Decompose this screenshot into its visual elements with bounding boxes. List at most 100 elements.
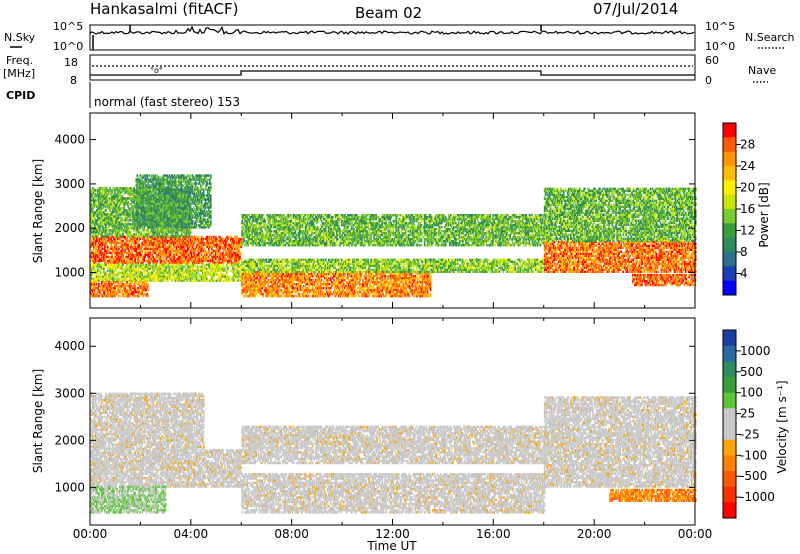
scatter-cell-0 <box>171 239 174 243</box>
scatter-cell-1 <box>100 265 102 268</box>
scatter-cell-0 <box>215 255 217 259</box>
scatter-cell-0 <box>202 255 205 259</box>
scatter-cell-0 <box>190 257 193 261</box>
scatter-cell-0 <box>203 249 206 253</box>
scatter-cell-1 <box>184 263 187 266</box>
scatter-cell-0 <box>232 239 234 243</box>
scatter-cell-0 <box>115 235 117 239</box>
scatter-cell-1 <box>184 277 187 280</box>
scatter-cell-0 <box>178 239 181 243</box>
scatter-cell-0 <box>194 253 197 257</box>
scatter-cell-0 <box>148 241 151 245</box>
scatter-cell-0 <box>93 251 95 255</box>
scatter-cell-1 <box>143 267 145 270</box>
scatter-cell-0 <box>160 251 163 255</box>
scatter-cell-1 <box>180 279 183 282</box>
scatter-cell-0 <box>162 259 165 263</box>
scatter-cell-0 <box>128 235 130 239</box>
scatter-cell-1 <box>170 275 173 278</box>
scatter-cell-1 <box>106 263 108 266</box>
scatter-cell-0 <box>218 255 220 259</box>
scatter-cell-0 <box>102 237 104 241</box>
freq-label-line2: [MHz] <box>3 67 35 80</box>
scatter-cell-0 <box>98 249 100 253</box>
scatter-cell-0 <box>137 243 139 247</box>
scatter-cell-1 <box>192 269 195 272</box>
scatter-cell-0 <box>184 255 187 259</box>
scatter-cell-0 <box>216 237 218 241</box>
scatter-cell-0 <box>231 241 233 245</box>
scatter-cell-1 <box>149 279 152 282</box>
scatter-cell-0 <box>222 261 224 265</box>
scatter-cell-0 <box>192 259 195 263</box>
scatter-cell-1 <box>201 273 204 276</box>
scatter-cell-0 <box>133 249 135 253</box>
scatter-cell-0 <box>178 255 181 259</box>
scatter-cell-1 <box>137 269 139 272</box>
scatter-cell-0 <box>200 245 203 249</box>
scatter-cell-0 <box>114 257 116 261</box>
scatter-cell-1 <box>189 263 192 266</box>
scatter-cell-1 <box>137 273 139 276</box>
scatter-cell-0 <box>172 241 175 245</box>
scatter-cell-0 <box>194 259 197 263</box>
scatter-cell-0 <box>114 259 116 263</box>
scatter-cell-0 <box>192 245 195 249</box>
scatter-cell-0 <box>97 235 99 239</box>
scatter-cell-0 <box>211 247 213 251</box>
scatter-cell-0 <box>212 259 214 263</box>
scatter-cell-0 <box>141 259 143 263</box>
scatter-cell-1 <box>93 277 95 280</box>
scatter-cell-1 <box>229 275 231 278</box>
scatter-cell-0 <box>189 249 192 253</box>
scatter-cell-0 <box>103 239 105 243</box>
scatter-cell-0 <box>157 255 160 259</box>
scatter-cell-0 <box>213 241 215 245</box>
scatter-cell-4 <box>157 214 160 217</box>
scatter-cell-0 <box>236 237 238 241</box>
scatter-cell-0 <box>91 243 93 247</box>
scatter-cell-0 <box>225 257 227 261</box>
scatter-cell-1 <box>134 269 136 272</box>
scatter-cell-0 <box>171 251 174 255</box>
scatter-cell-0 <box>133 253 135 257</box>
scatter-cell-0 <box>179 243 182 247</box>
scatter-cell-0 <box>222 245 224 249</box>
scatter-cell-0 <box>149 235 152 239</box>
scatter-cell-0 <box>105 261 107 265</box>
scatter-cell-0 <box>148 261 151 265</box>
scatter-cell-0 <box>222 255 224 259</box>
scatter-cell-0 <box>180 257 183 261</box>
scatter-cell-0 <box>198 251 201 255</box>
scatter-cell-0 <box>183 261 186 265</box>
scatter-cell-0 <box>190 251 193 255</box>
scatter-cell-0 <box>166 255 169 259</box>
scatter-cell-0 <box>152 255 155 259</box>
scatter-cell-0 <box>187 241 190 245</box>
scatter-cell-1 <box>109 279 111 282</box>
scatter-cell-0 <box>232 243 234 247</box>
scatter-cell-0 <box>209 257 211 261</box>
scatter-cell-1 <box>181 275 184 278</box>
scatter-cell-2 <box>96 281 98 284</box>
scatter-cell-1 <box>93 279 95 282</box>
scatter-cell-0 <box>147 247 150 251</box>
scatter-cell-0 <box>140 243 142 247</box>
freq-glitch-mark: °o° <box>150 66 163 75</box>
scatter-cell-1 <box>102 275 104 278</box>
scatter-cell-1 <box>180 275 183 278</box>
scatter-cell-0 <box>147 251 150 255</box>
scatter-cell-1 <box>152 275 155 278</box>
scatter-cell-0 <box>197 255 200 259</box>
scatter-cell-1 <box>100 263 102 266</box>
scatter-cell-0 <box>163 239 166 243</box>
scatter-cell-0 <box>229 243 231 247</box>
scatter-cell-0 <box>206 239 208 243</box>
scatter-cell-0 <box>110 245 112 249</box>
scatter-cell-0 <box>95 259 97 263</box>
scatter-cell-0 <box>143 243 145 247</box>
scatter-cell-1 <box>114 277 116 280</box>
scatter-cell-0 <box>114 249 116 253</box>
scatter-cell-1 <box>200 269 203 272</box>
scatter-cell-1 <box>162 269 165 272</box>
